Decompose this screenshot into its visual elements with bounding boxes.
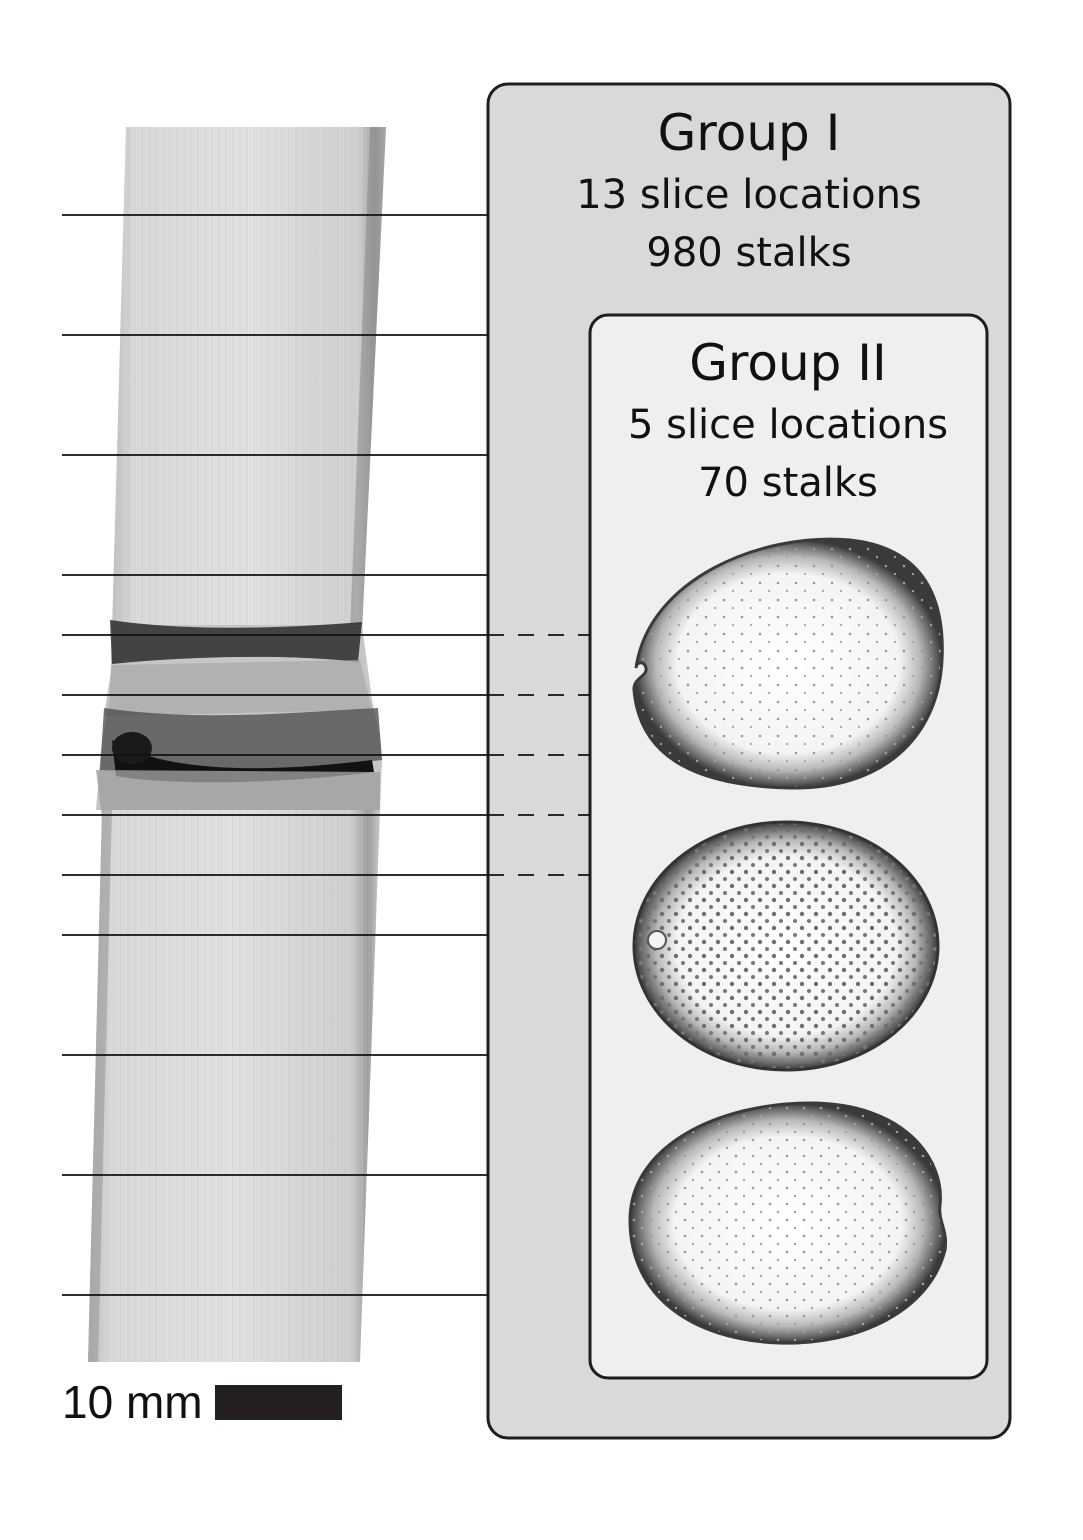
group-1-title: Group I [658,104,841,162]
group-2-title: Group II [689,334,887,392]
slice-lines [62,214,488,1296]
scale-bar [215,1385,342,1420]
group-1-slice-count: 13 slice locations [576,172,922,218]
cross-section-2 [632,820,940,1072]
group-1-stalk-count: 980 stalks [646,230,851,276]
group-2-slice-count: 5 slice locations [628,402,948,448]
cross-section-3 [628,1101,948,1345]
cross-section-1 [632,537,944,790]
stalk-xray [88,127,386,1362]
group-2-stalk-count: 70 stalks [698,460,878,506]
scale-bar-label: 10 mm [62,1376,203,1428]
